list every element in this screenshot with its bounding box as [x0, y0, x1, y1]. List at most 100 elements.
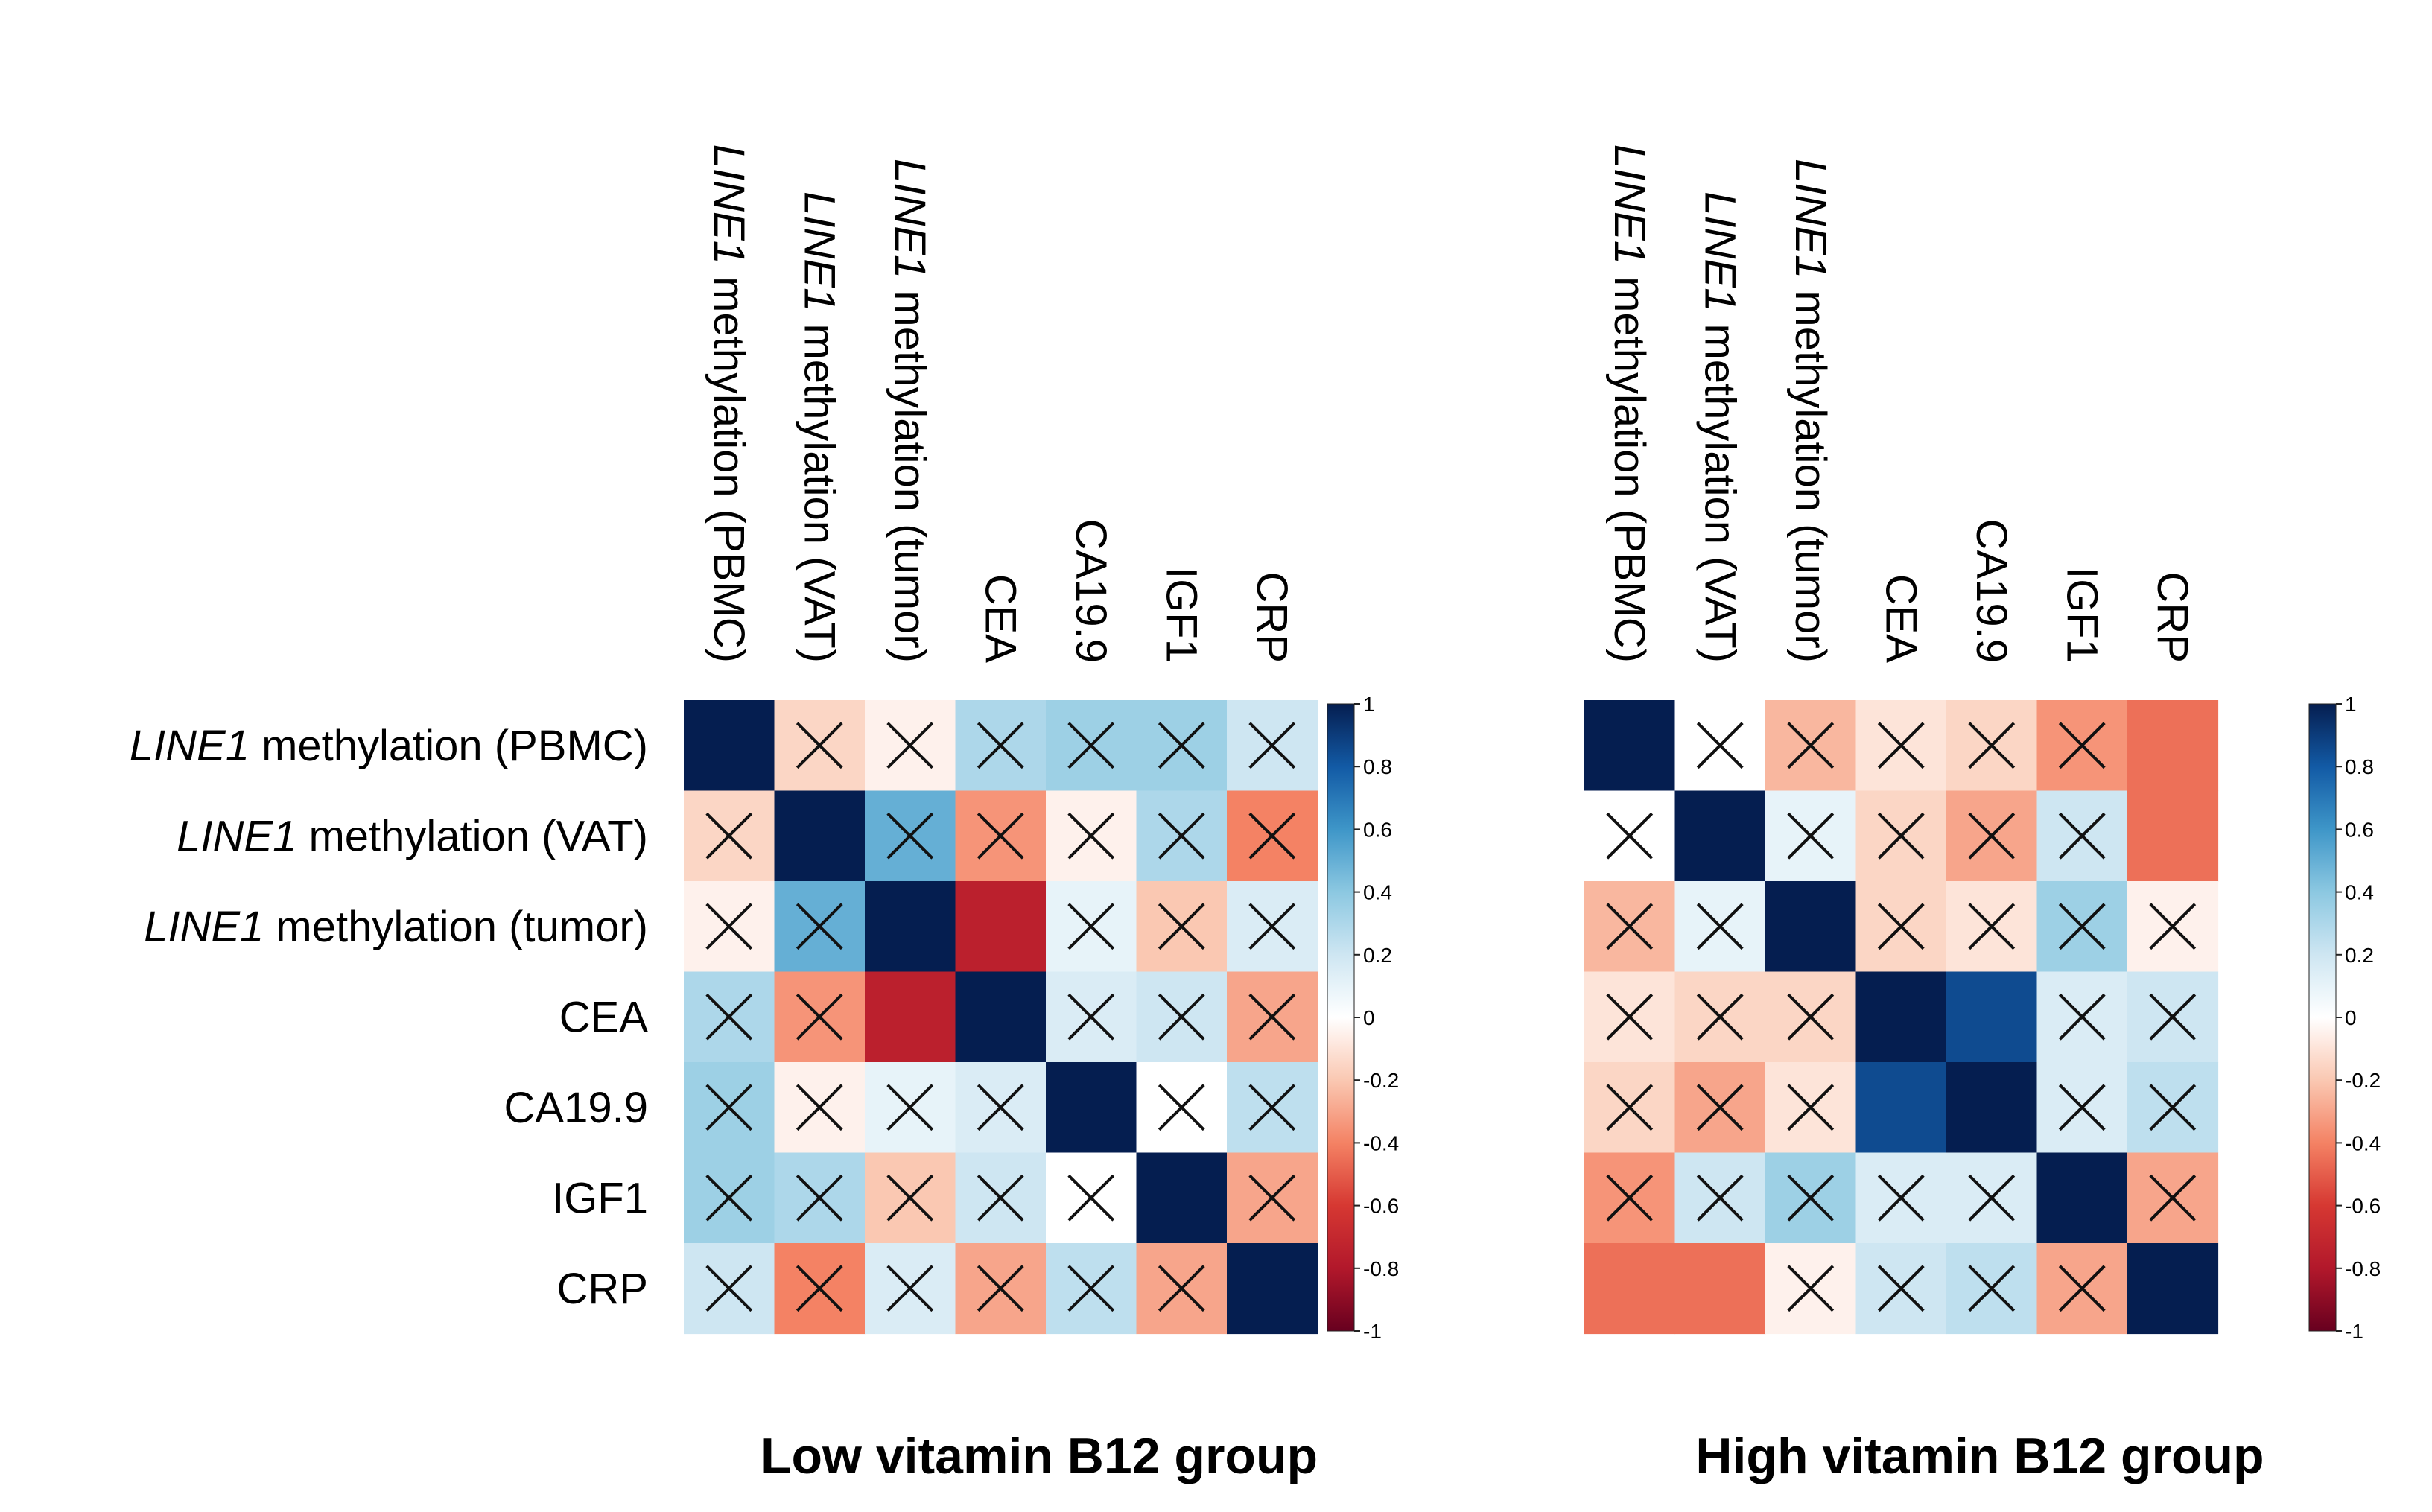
heatmap-cell-r4-c4: [1046, 1062, 1137, 1154]
column-label-prefix: LINE1: [795, 191, 843, 311]
not-significant-cross-icon: [1787, 1084, 1835, 1131]
not-significant-cross-icon: [1248, 993, 1296, 1041]
column-label-prefix: LINE1: [886, 159, 934, 279]
not-significant-cross-icon: [1606, 1174, 1654, 1222]
colorbar-tick-label: -0.8: [2345, 1257, 2381, 1280]
column-label-2: LINE1 methylation (tumor): [886, 159, 934, 663]
column-label-prefix: LINE1: [705, 144, 753, 264]
row-label-text: CRP: [557, 1265, 648, 1313]
heatmap-cell-r6-c1: [1674, 1243, 1766, 1335]
not-significant-cross-icon: [2149, 903, 2197, 950]
heatmap-cell-r2-c3: [955, 881, 1047, 973]
not-significant-cross-icon: [796, 903, 843, 950]
heatmap-cell-r5-c5: [1136, 1152, 1228, 1244]
heatmap-cell-r1-c1: [1674, 790, 1766, 882]
not-significant-cross-icon: [705, 1174, 753, 1222]
row-label-1: LINE1 methylation (VAT): [177, 812, 648, 860]
colorbar-tick-label: -0.8: [1363, 1257, 1399, 1280]
not-significant-cross-icon: [886, 722, 934, 769]
column-label-6: CRP: [1248, 572, 1296, 663]
column-label-text: methylation (PBMC): [1605, 264, 1654, 663]
row-label-text: CEA: [559, 993, 649, 1041]
not-significant-cross-icon: [1158, 993, 1205, 1041]
column-label-0: LINE1 methylation (PBMC): [705, 144, 753, 663]
not-significant-cross-icon: [2058, 722, 2106, 769]
heatmap-cell-r3-c2: [865, 971, 956, 1063]
column-label-text: methylation (PBMC): [705, 264, 753, 663]
column-label-text: IGF1: [2057, 567, 2106, 663]
not-significant-cross-icon: [886, 1084, 934, 1131]
not-significant-cross-icon: [1968, 1174, 2016, 1222]
heatmap-cell-r1-c1: [774, 790, 866, 882]
not-significant-cross-icon: [2058, 1265, 2106, 1312]
colorbar-tick-label: -0.4: [2345, 1131, 2381, 1154]
column-label-text: CRP: [1248, 572, 1296, 663]
heatmap-cell-r1-c6: [2127, 790, 2219, 882]
column-label-text: methylation (tumor): [1786, 279, 1835, 663]
row-label-5: IGF1: [552, 1174, 648, 1222]
not-significant-cross-icon: [886, 1174, 934, 1222]
not-significant-cross-icon: [1606, 993, 1654, 1041]
not-significant-cross-icon: [1787, 1265, 1835, 1312]
heatmap-cell-r6-c6: [2127, 1243, 2219, 1335]
not-significant-cross-icon: [796, 1174, 843, 1222]
heatmap-cells: [1584, 700, 2219, 1335]
not-significant-cross-icon: [1787, 993, 1835, 1041]
not-significant-cross-icon: [1787, 722, 1835, 769]
colorbar: [1327, 703, 1355, 1332]
column-label-1: LINE1 methylation (VAT): [795, 191, 843, 663]
row-label-prefix: LINE1: [130, 722, 250, 770]
not-significant-cross-icon: [2149, 993, 2197, 1041]
column-label-5: IGF1: [2057, 567, 2106, 663]
heatmap-cell-r4-c3: [1855, 1062, 1947, 1154]
not-significant-cross-icon: [1248, 903, 1296, 950]
not-significant-cross-icon: [977, 1084, 1024, 1131]
not-significant-cross-icon: [1968, 1265, 2016, 1312]
column-label-4: CA19.9: [1967, 519, 2016, 663]
not-significant-cross-icon: [705, 1084, 753, 1131]
not-significant-cross-icon: [705, 1265, 753, 1312]
not-significant-cross-icon: [1158, 1084, 1205, 1131]
heatmap-cell-r0-c6: [2127, 700, 2219, 792]
not-significant-cross-icon: [977, 812, 1024, 860]
colorbar-tick-label: 1: [1363, 693, 1375, 716]
heatmap-cell-r3-c3: [1855, 971, 1947, 1063]
column-label-4: CA19.9: [1067, 519, 1115, 663]
row-label-text: IGF1: [552, 1174, 648, 1222]
colorbar-tick-label: -0.4: [1363, 1131, 1399, 1154]
not-significant-cross-icon: [1606, 812, 1654, 860]
not-significant-cross-icon: [1877, 722, 1925, 769]
not-significant-cross-icon: [977, 1174, 1024, 1222]
heatmap-cell-r2-c2: [1765, 881, 1857, 973]
heatmap-cell-r2-c2: [865, 881, 956, 973]
not-significant-cross-icon: [1067, 993, 1115, 1041]
not-significant-cross-icon: [1968, 812, 2016, 860]
not-significant-cross-icon: [886, 812, 934, 860]
not-significant-cross-icon: [1787, 1174, 1835, 1222]
column-label-3: CEA: [976, 574, 1024, 664]
not-significant-cross-icon: [1067, 1174, 1115, 1222]
not-significant-cross-icon: [705, 903, 753, 950]
not-significant-cross-icon: [1248, 812, 1296, 860]
panel-title: Low vitamin B12 group: [761, 1428, 1318, 1484]
panel-title: High vitamin B12 group: [1695, 1428, 2264, 1484]
not-significant-cross-icon: [1067, 903, 1115, 950]
not-significant-cross-icon: [2058, 812, 2106, 860]
column-label-0: LINE1 methylation (PBMC): [1605, 144, 1654, 663]
column-label-text: IGF1: [1157, 567, 1205, 663]
column-label-text: CA19.9: [1967, 519, 2016, 663]
heatmap-cell-r3-c4: [1946, 971, 2038, 1063]
not-significant-cross-icon: [2058, 993, 2106, 1041]
row-label-3: CEA: [559, 993, 649, 1041]
row-label-text: methylation (tumor): [264, 903, 648, 951]
not-significant-cross-icon: [2058, 1084, 2106, 1131]
row-label-text: CA19.9: [504, 1084, 648, 1132]
column-label-1: LINE1 methylation (VAT): [1695, 191, 1744, 663]
column-label-prefix: LINE1: [1786, 159, 1835, 279]
colorbar-tick-label: 0.2: [1363, 944, 1392, 967]
not-significant-cross-icon: [1696, 993, 1744, 1041]
heatmap-cell-r6-c6: [1227, 1243, 1318, 1335]
not-significant-cross-icon: [705, 993, 753, 1041]
not-significant-cross-icon: [1877, 903, 1925, 950]
not-significant-cross-icon: [1158, 903, 1205, 950]
